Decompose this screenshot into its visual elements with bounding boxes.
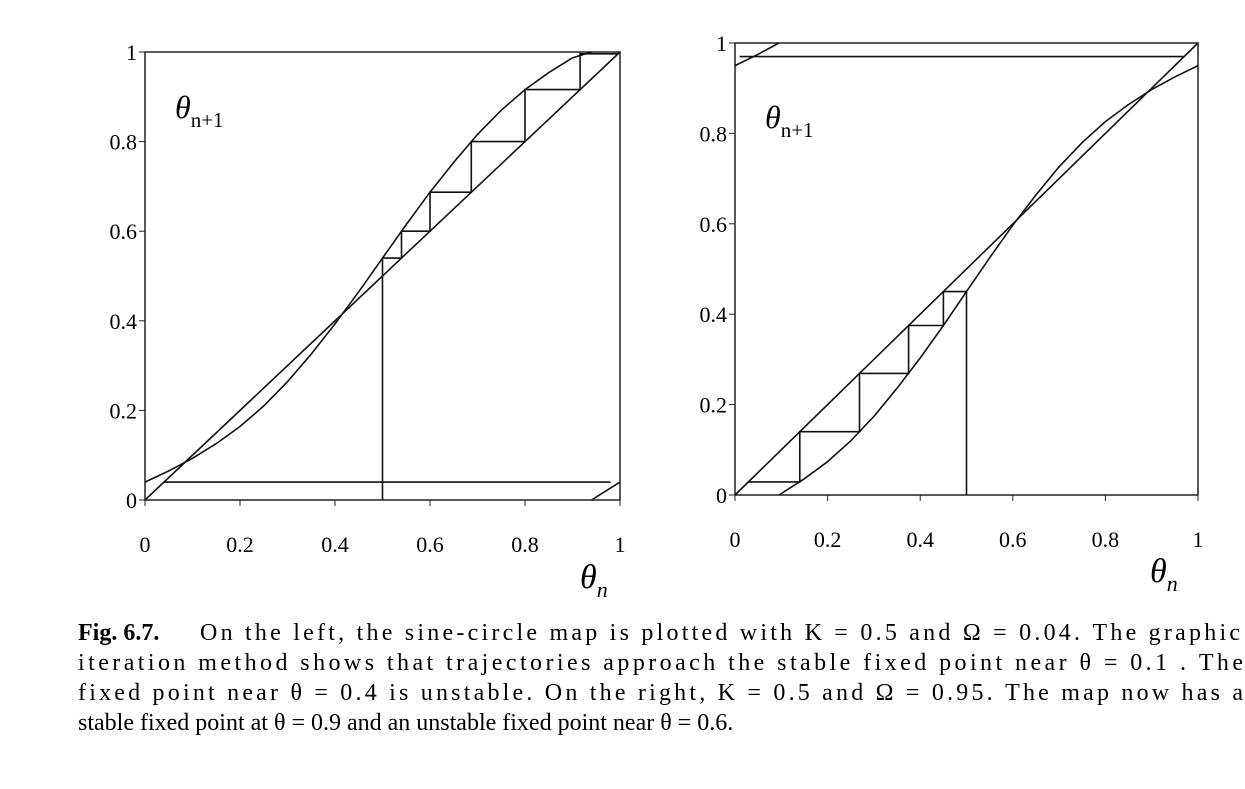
curve	[381, 53, 619, 500]
y-tick-label: 0.8	[110, 130, 138, 155]
y-tick-label: 0.4	[110, 309, 138, 334]
x-axis-label: θn	[1150, 553, 1178, 596]
x-tick-label: 0.8	[511, 532, 539, 557]
y-tick-label: 0	[716, 483, 727, 508]
y-axis-label: θn+1	[175, 89, 224, 132]
x-tick-label: 0	[730, 527, 741, 552]
curve	[778, 64, 1199, 496]
y-axis-label: θn+1	[765, 99, 814, 142]
x-tick-label: 0.4	[321, 532, 349, 557]
curve	[591, 481, 621, 501]
curve	[144, 51, 592, 483]
y-tick-label: 0.6	[700, 212, 728, 237]
y-axis-label-symbol: θ	[765, 99, 781, 135]
y-tick-label: 0.6	[110, 219, 138, 244]
y-tick-label: 0	[126, 488, 137, 513]
x-axis-label-sub: n	[1167, 571, 1178, 596]
caption-label: Fig. 6.7.	[78, 620, 159, 646]
caption-line: iteration method shows that trajectories…	[78, 650, 1243, 676]
x-tick-label: 0.2	[226, 532, 254, 557]
y-tick-label: 1	[716, 31, 727, 56]
x-tick-label: 0.8	[1092, 527, 1120, 552]
caption-line: stable fixed point at θ = 0.9 and an uns…	[78, 710, 733, 736]
y-tick-label: 1	[126, 40, 137, 65]
x-tick-label: 0.6	[999, 527, 1027, 552]
y-tick-label: 0.8	[700, 121, 728, 146]
y-tick-label: 0.2	[110, 398, 138, 423]
caption-line: fixed point near θ = 0.4 is unstable. On…	[78, 680, 1243, 706]
x-tick-label: 0.4	[906, 527, 934, 552]
x-axis-label: θn	[580, 559, 608, 602]
x-tick-label: 0	[140, 532, 151, 557]
y-axis-label-symbol: θ	[175, 89, 191, 125]
y-axis-label-sub: n+1	[191, 108, 224, 132]
y-tick-label: 0.2	[700, 393, 728, 418]
y-axis-label-sub: n+1	[781, 118, 814, 142]
curve	[734, 42, 780, 67]
x-tick-label: 0.6	[416, 532, 444, 557]
x-tick-label: 1	[615, 532, 626, 557]
x-axis-label-symbol: θ	[1150, 553, 1167, 590]
x-tick-label: 0.2	[814, 527, 842, 552]
curve	[748, 290, 968, 495]
curve	[734, 42, 1199, 496]
x-tick-label: 1	[1193, 527, 1204, 552]
x-axis-label-sub: n	[597, 577, 608, 602]
y-tick-label: 0.4	[700, 302, 728, 327]
caption-line: On the left, the sine-circle map is plot…	[200, 620, 1240, 646]
x-axis-label-symbol: θ	[580, 559, 597, 596]
